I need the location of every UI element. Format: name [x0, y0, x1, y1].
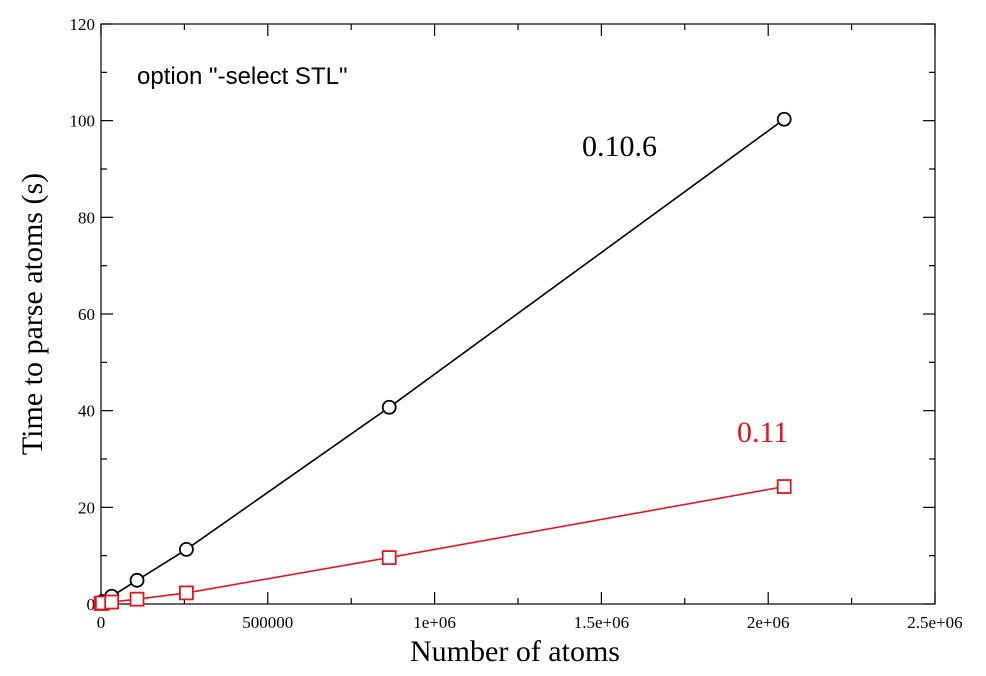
data-point-circle [776, 111, 792, 127]
y-tick-label: 100 [70, 112, 96, 131]
x-axis-title: Number of atoms [410, 635, 620, 668]
data-point-square [776, 479, 792, 494]
series-layer [93, 111, 792, 611]
y-axis-ticks: 0 20 40 60 80 100 120 [70, 15, 935, 614]
y-tick-label: 40 [78, 402, 95, 421]
y-tick-label: 60 [78, 305, 95, 324]
x-tick-label: 2e+06 [747, 613, 790, 632]
x-tick-label: 0 [97, 613, 106, 632]
data-point-circle [179, 541, 194, 557]
data-point-square [129, 591, 145, 607]
x-tick-label: 2.5e+06 [907, 613, 962, 632]
series-line-1 [100, 485, 785, 605]
y-tick-label: 0 [87, 595, 96, 614]
series-label-0-11: 0.11 [737, 416, 788, 449]
y-tick-label: 20 [78, 498, 95, 517]
x-tick-label: 1e+06 [413, 613, 456, 632]
data-point-square [179, 585, 194, 601]
y-tick-label: 120 [70, 15, 96, 34]
x-tick-label: 500000 [242, 613, 293, 632]
x-axis-ticks: 0 500000 1e+06 1.5e+06 2e+06 2.5e+06 [97, 24, 963, 632]
y-axis-title: Time to parse atoms (s) [16, 173, 49, 455]
data-point-square [381, 550, 397, 565]
data-point-circle [381, 399, 397, 415]
data-point-square [104, 594, 120, 610]
data-point-circle [129, 572, 145, 588]
annotation-text: option "-select STL" [137, 63, 347, 90]
x-tick-label: 1.5e+06 [574, 613, 629, 632]
series-label-0-10-6: 0.10.6 [582, 130, 657, 163]
y-tick-label: 80 [78, 208, 95, 227]
series-line-0 [100, 118, 785, 604]
